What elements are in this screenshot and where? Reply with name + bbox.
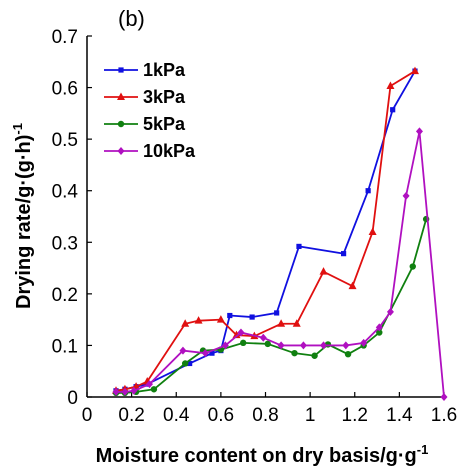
data-point-5kpa bbox=[181, 360, 189, 367]
data-point-5kpa bbox=[344, 350, 352, 358]
data-point-10kpa bbox=[221, 341, 229, 350]
data-point-3kpa bbox=[319, 267, 328, 275]
data-point-10kpa bbox=[130, 386, 138, 395]
x-tick-label: 1 bbox=[305, 405, 316, 426]
y-axis-label: Drying rate/g·(g·h)-1 bbox=[10, 123, 35, 309]
data-point-5kpa bbox=[239, 339, 247, 347]
data-point-10kpa bbox=[402, 191, 410, 200]
y-tick-label: 0.2 bbox=[52, 285, 78, 306]
x-tick-label: 1.2 bbox=[342, 405, 368, 426]
data-point-5kpa bbox=[311, 352, 318, 359]
x-tick-label: 0.2 bbox=[118, 405, 144, 426]
x-tick-label: 0.4 bbox=[163, 405, 190, 426]
data-point-10kpa bbox=[112, 387, 120, 396]
data-point-1kpa bbox=[274, 310, 280, 316]
panel-label: (b) bbox=[118, 6, 145, 31]
data-point-10kpa bbox=[277, 341, 285, 350]
data-point-5kpa bbox=[264, 340, 271, 348]
data-point-3kpa bbox=[292, 319, 301, 327]
axes: 0 0.2 0.4 0.6 0.8 1 1.2 1.4 1.6 0 0.1 0.2 0.3 0.4 0.5 0… bbox=[52, 27, 458, 426]
x-tick-label: 1.6 bbox=[431, 405, 457, 426]
legend-item-10kpa: 10kPa bbox=[104, 141, 196, 161]
y-tick-label: 0.3 bbox=[52, 233, 78, 254]
data-point-10kpa bbox=[415, 127, 423, 136]
data-point-10kpa bbox=[360, 338, 368, 347]
y-tick-label: 0.4 bbox=[52, 182, 79, 203]
data-point-5kpa bbox=[409, 263, 416, 270]
legend-item-5kpa: 5kPa bbox=[104, 114, 186, 134]
data-point-10kpa bbox=[299, 341, 307, 350]
series-line-3kpa bbox=[115, 70, 416, 392]
legend-label: 10kPa bbox=[143, 141, 196, 161]
legend-label: 1kPa bbox=[143, 60, 186, 80]
data-point-1kpa bbox=[249, 314, 255, 320]
legend-item-1kpa: 1kPa bbox=[104, 60, 186, 80]
data-point-1kpa bbox=[227, 312, 233, 319]
data-point-1kpa bbox=[365, 188, 371, 194]
data-point-5kpa bbox=[376, 329, 383, 336]
data-point-1kpa bbox=[296, 243, 302, 250]
data-point-10kpa bbox=[179, 346, 187, 355]
data-point-10kpa bbox=[386, 307, 394, 316]
legend-swatch-marker bbox=[117, 147, 125, 155]
data-point-10kpa bbox=[375, 323, 383, 332]
data-point-10kpa bbox=[201, 349, 209, 358]
data-point-3kpa bbox=[194, 316, 203, 324]
x-tick-label: 1.4 bbox=[386, 405, 413, 426]
x-tick-label: 0.6 bbox=[208, 405, 234, 426]
data-point-10kpa bbox=[320, 341, 328, 350]
data-point-10kpa bbox=[237, 328, 245, 337]
data-point-1kpa bbox=[390, 107, 396, 113]
data-point-3kpa bbox=[277, 319, 286, 327]
y-tick-label: 0.5 bbox=[52, 130, 78, 151]
legend-swatch-marker bbox=[118, 67, 124, 73]
data-point-3kpa bbox=[348, 281, 357, 290]
legend: 1kPa 3kPa 5kPa 10kPa bbox=[104, 60, 196, 161]
x-tick-label: 0.8 bbox=[252, 405, 278, 426]
y-tick-label: 0.1 bbox=[52, 336, 78, 357]
legend-swatch-marker bbox=[117, 92, 125, 100]
data-point-3kpa bbox=[386, 81, 395, 90]
legend-label: 3kPa bbox=[143, 87, 186, 107]
legend-item-3kpa: 3kPa bbox=[104, 87, 186, 107]
data-point-1kpa bbox=[209, 350, 215, 356]
data-point-3kpa bbox=[181, 319, 190, 327]
data-point-1kpa bbox=[187, 360, 193, 367]
data-point-3kpa bbox=[232, 330, 241, 339]
series-3kpa bbox=[112, 66, 419, 394]
series-line-10kpa bbox=[116, 131, 445, 398]
data-point-3kpa bbox=[410, 66, 419, 75]
series-line-5kpa bbox=[116, 218, 428, 394]
legend-label: 5kPa bbox=[143, 114, 186, 134]
series-5kpa bbox=[112, 215, 430, 397]
y-tick-label: 0.7 bbox=[52, 27, 78, 48]
legend-swatch-marker bbox=[117, 120, 125, 128]
series-layer bbox=[112, 66, 448, 401]
data-point-5kpa bbox=[291, 349, 298, 357]
x-tick-label: 0 bbox=[82, 405, 93, 426]
data-point-5kpa bbox=[150, 386, 158, 393]
data-point-10kpa bbox=[121, 387, 129, 396]
y-tick-label: 0 bbox=[67, 388, 78, 409]
data-point-1kpa bbox=[340, 251, 347, 257]
data-point-10kpa bbox=[440, 393, 448, 401]
series-10kpa bbox=[112, 127, 448, 401]
y-tick-label: 0.6 bbox=[52, 79, 78, 100]
data-point-10kpa bbox=[342, 341, 350, 350]
x-axis-label: Moisture content on dry basis/g·g-1 bbox=[96, 442, 429, 467]
data-point-10kpa bbox=[145, 380, 153, 389]
data-point-3kpa bbox=[368, 227, 377, 235]
data-point-10kpa bbox=[259, 333, 267, 342]
data-point-3kpa bbox=[216, 315, 225, 323]
